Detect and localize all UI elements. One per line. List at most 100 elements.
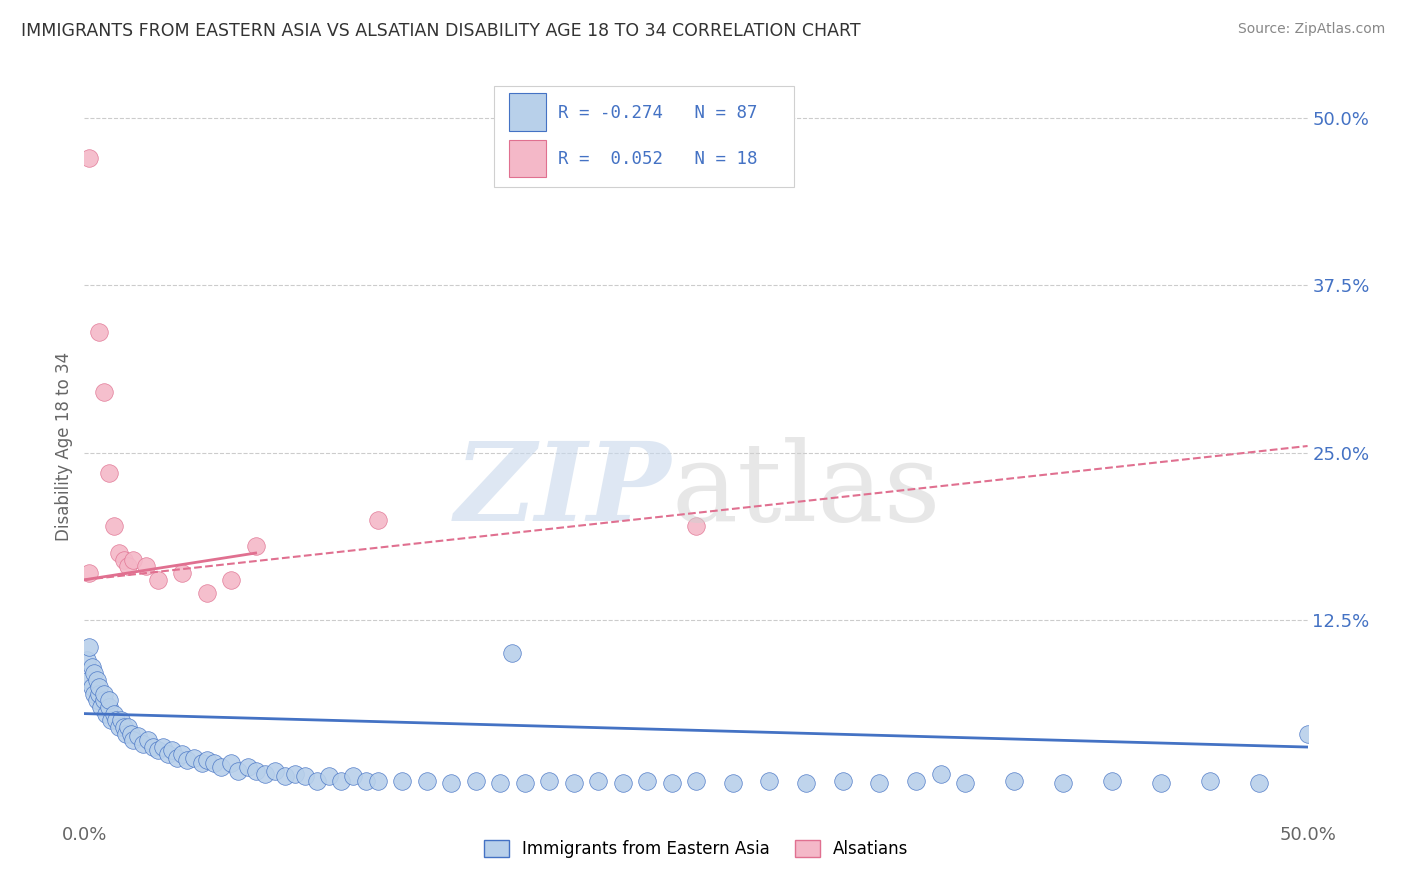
Point [87,687,110,701]
Point [115,726,138,740]
Point [330,773,353,788]
Point [513,776,536,790]
Point [122,733,145,747]
Point [721,776,744,790]
Point [86,673,108,688]
Point [191,756,214,771]
Point [228,764,250,778]
Text: Source: ZipAtlas.com: Source: ZipAtlas.com [1237,22,1385,37]
Point [97,466,120,480]
Point [464,773,486,788]
Point [195,753,218,767]
Point [156,747,179,761]
Point [612,776,634,790]
Point [107,720,129,734]
Point [238,760,260,774]
Point [120,726,142,740]
Text: R =  0.052   N = 18: R = 0.052 N = 18 [558,150,758,169]
Point [117,559,139,574]
Point [76,653,98,667]
Point [209,760,232,774]
Point [86,693,108,707]
Point [1052,776,1074,790]
Point [367,773,389,788]
Point [83,666,105,681]
Point [953,776,976,790]
Y-axis label: Disability Age 18 to 34: Disability Age 18 to 34 [55,351,73,541]
Point [146,573,169,587]
Point [135,559,157,574]
Point [758,773,780,788]
Point [172,747,194,761]
Bar [509,140,546,178]
Point [254,767,277,781]
Point [489,776,512,790]
Point [117,720,139,734]
Point [103,706,125,721]
Point [77,566,100,581]
Point [685,773,707,788]
Bar [509,94,546,131]
Point [219,756,242,771]
Point [107,546,129,560]
Point [367,512,389,526]
FancyBboxPatch shape [494,87,794,187]
Point [586,773,609,788]
Point [905,773,928,788]
Point [562,776,585,790]
Point [172,566,194,581]
Point [97,693,120,707]
Point [502,646,524,660]
Point [162,742,184,756]
Point [103,519,125,533]
Point [105,714,128,728]
Point [93,687,115,701]
Point [354,773,377,788]
Point [112,720,135,734]
Point [152,740,174,755]
Point [245,764,267,778]
Point [77,640,100,654]
Point [831,773,853,788]
Point [1101,773,1123,788]
Point [100,714,122,728]
Point [1150,776,1173,790]
Point [794,776,817,790]
Point [97,699,120,714]
Point [87,680,110,694]
Point [636,773,658,788]
Text: R = -0.274   N = 87: R = -0.274 N = 87 [558,103,758,121]
Point [929,767,952,781]
Point [77,152,100,166]
Text: ZIP: ZIP [456,437,672,545]
Point [96,706,118,721]
Point [294,769,316,784]
Point [1198,773,1220,788]
Point [538,773,561,788]
Point [136,733,159,747]
Point [122,552,145,567]
Text: atlas: atlas [672,437,941,544]
Point [284,767,307,781]
Point [416,773,439,788]
Point [342,769,364,784]
Point [202,756,225,771]
Point [80,660,103,674]
Point [93,693,115,707]
Point [146,742,169,756]
Point [93,385,115,400]
Point [77,673,100,688]
Point [110,714,132,728]
Point [869,776,891,790]
Point [1247,776,1270,790]
Point [87,326,110,340]
Point [83,687,105,701]
Point [183,751,205,765]
Point [440,776,463,790]
Text: IMMIGRANTS FROM EASTERN ASIA VS ALSATIAN DISABILITY AGE 18 TO 34 CORRELATION CHA: IMMIGRANTS FROM EASTERN ASIA VS ALSATIAN… [21,22,860,40]
Point [127,730,149,744]
Point [305,773,328,788]
Point [274,769,297,784]
Point [219,573,242,587]
Point [661,776,683,790]
